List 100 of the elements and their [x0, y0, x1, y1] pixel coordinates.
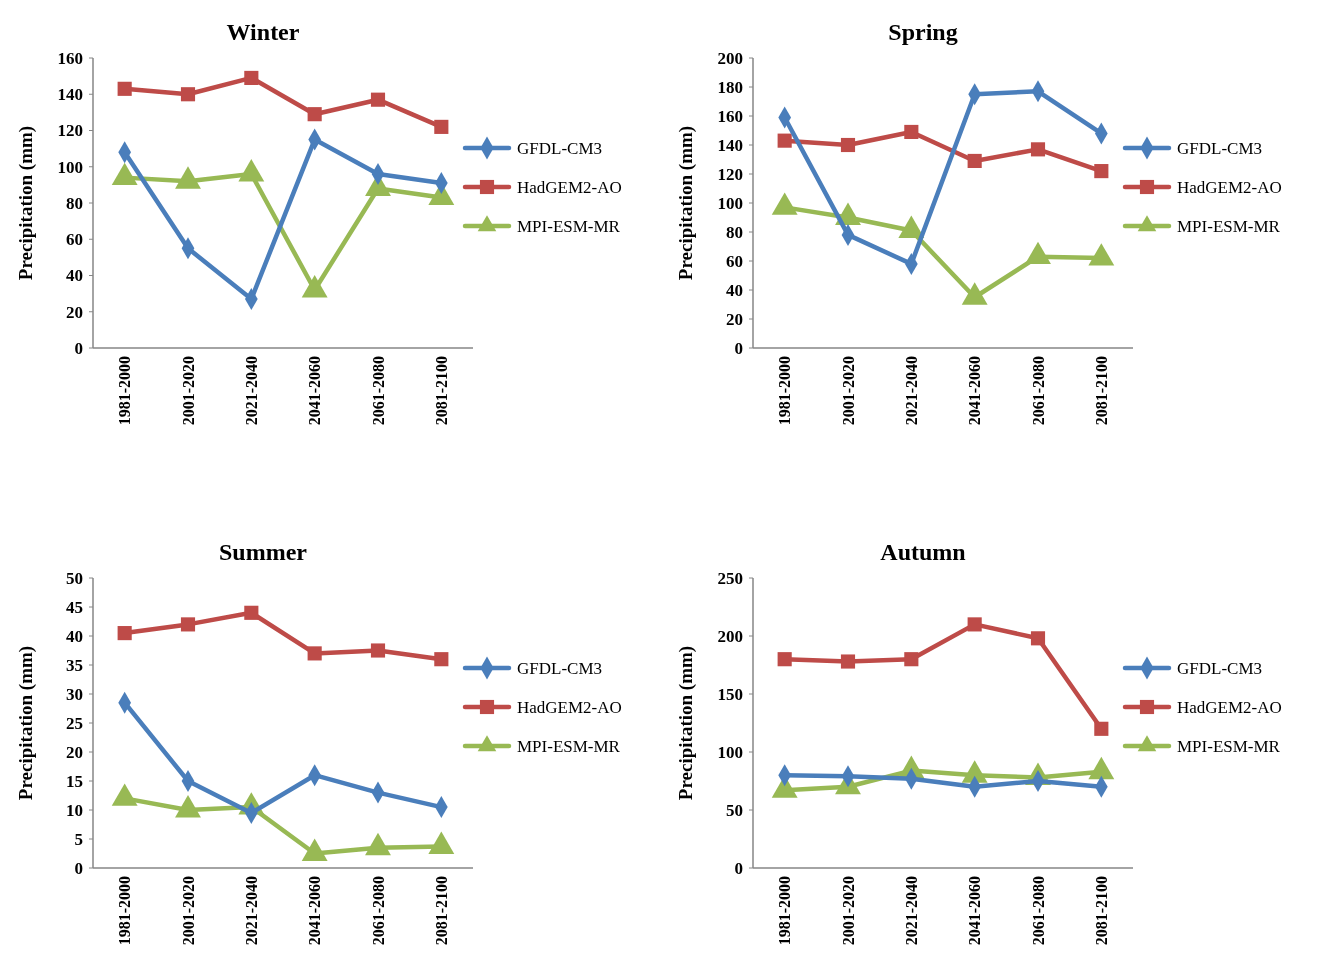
x-tick-label: 2021-2040 — [242, 356, 260, 426]
chart-title: Autumn — [880, 539, 966, 565]
legend-label: GFDL-CM3 — [1177, 138, 1263, 158]
point — [428, 831, 455, 855]
x-tick-label: 2001-2020 — [179, 876, 197, 946]
legend-label: GFDL-CM3 — [517, 138, 603, 158]
y-tick-label: 45 — [66, 597, 83, 617]
y-tick-label: 20 — [66, 302, 83, 322]
point — [840, 654, 856, 669]
point — [244, 70, 259, 86]
point — [307, 646, 322, 661]
point — [301, 838, 328, 861]
x-tick-label: 1981-2000 — [776, 356, 794, 426]
point — [1030, 631, 1046, 646]
x-tick-label: 1981-2000 — [116, 356, 134, 426]
x-tick-label: 1981-2000 — [776, 876, 794, 946]
point — [365, 832, 391, 856]
y-axis-title: Precipitation (mm) — [15, 645, 37, 801]
legend-label: MPI-ESM-MR — [1177, 736, 1281, 756]
x-tick-label: 2081-2100 — [432, 876, 450, 946]
legend-label: HadGEM2-AO — [1177, 697, 1282, 717]
x-tick-label: 2041-2060 — [966, 356, 984, 426]
y-tick-label: 80 — [726, 222, 743, 242]
y-tick-label: 200 — [717, 626, 743, 646]
point — [434, 119, 449, 134]
chart-title: Winter — [226, 19, 300, 45]
y-tick-label: 250 — [717, 568, 743, 588]
legend-label: HadGEM2-AO — [517, 177, 622, 197]
y-tick-label: 50 — [726, 800, 743, 820]
y-tick-label: 150 — [717, 684, 743, 704]
point — [370, 643, 386, 658]
legend-label: GFDL-CM3 — [1177, 658, 1263, 678]
legend-label: MPI-ESM-MR — [517, 736, 621, 756]
y-tick-label: 40 — [66, 266, 83, 286]
x-tick-label: 2021-2040 — [902, 876, 920, 946]
y-tick-label: 100 — [717, 193, 743, 213]
y-tick-label: 5 — [74, 829, 83, 849]
legend-label: HadGEM2-AO — [1177, 177, 1282, 197]
chart-title: Spring — [888, 19, 958, 45]
x-tick-label: 2001-2020 — [179, 356, 197, 426]
point — [370, 92, 386, 107]
x-tick-label: 2021-2040 — [242, 876, 260, 946]
point — [434, 652, 449, 667]
x-tick-label: 2001-2020 — [839, 876, 857, 946]
y-tick-label: 30 — [66, 684, 83, 704]
point — [180, 617, 196, 632]
point — [117, 81, 132, 96]
point — [180, 87, 196, 102]
x-tick-label: 2041-2060 — [966, 876, 984, 946]
legend-label: MPI-ESM-MR — [517, 216, 621, 236]
x-tick-label: 2021-2040 — [902, 356, 920, 426]
y-axis-title: Precipitation (mm) — [675, 645, 697, 801]
x-tick-label: 2041-2060 — [306, 356, 324, 426]
y-tick-label: 140 — [57, 85, 83, 105]
point — [307, 107, 322, 122]
y-tick-label: 160 — [717, 106, 743, 126]
y-tick-label: 0 — [74, 338, 83, 358]
y-tick-label: 100 — [57, 157, 83, 177]
y-axis-title: Precipitation (mm) — [675, 125, 697, 281]
x-tick-label: 2041-2060 — [306, 876, 324, 946]
y-tick-label: 80 — [66, 193, 83, 213]
point — [117, 626, 132, 641]
y-tick-label: 140 — [717, 135, 743, 155]
x-tick-label: 2081-2100 — [1092, 876, 1110, 946]
x-tick-label: 2061-2080 — [1029, 876, 1047, 946]
y-tick-label: 100 — [717, 742, 743, 762]
point — [244, 605, 259, 620]
y-tick-label: 25 — [66, 713, 83, 733]
y-tick-label: 20 — [66, 742, 83, 762]
y-tick-label: 160 — [57, 48, 83, 68]
x-tick-label: 2081-2100 — [432, 356, 450, 426]
y-tick-label: 180 — [717, 77, 743, 97]
legend-label: GFDL-CM3 — [517, 658, 603, 678]
x-tick-label: 2061-2080 — [1029, 356, 1047, 426]
y-tick-label: 15 — [66, 771, 83, 791]
y-tick-label: 0 — [734, 858, 743, 878]
y-tick-label: 0 — [74, 858, 83, 878]
x-tick-label: 2061-2080 — [369, 356, 387, 426]
y-tick-label: 10 — [66, 800, 83, 820]
x-tick-label: 2001-2020 — [839, 356, 857, 426]
x-tick-label: 1981-2000 — [116, 876, 134, 946]
point — [175, 795, 201, 818]
y-tick-label: 50 — [66, 568, 83, 588]
x-tick-label: 2081-2100 — [1092, 356, 1110, 426]
y-tick-label: 200 — [717, 48, 743, 68]
point — [967, 617, 982, 632]
y-tick-label: 120 — [57, 121, 83, 141]
legend-label: HadGEM2-AO — [517, 697, 622, 717]
y-tick-label: 20 — [726, 309, 743, 329]
y-tick-label: 120 — [717, 164, 743, 184]
legend-label: MPI-ESM-MR — [1177, 216, 1281, 236]
y-tick-label: 40 — [66, 626, 83, 646]
y-tick-label: 35 — [66, 655, 83, 675]
point — [904, 652, 919, 667]
y-axis-title: Precipitation (mm) — [15, 125, 37, 281]
y-tick-label: 40 — [726, 280, 743, 300]
point — [1094, 721, 1109, 736]
y-tick-label: 60 — [726, 251, 743, 271]
y-tick-label: 60 — [66, 230, 83, 250]
chart-title: Summer — [219, 539, 308, 565]
